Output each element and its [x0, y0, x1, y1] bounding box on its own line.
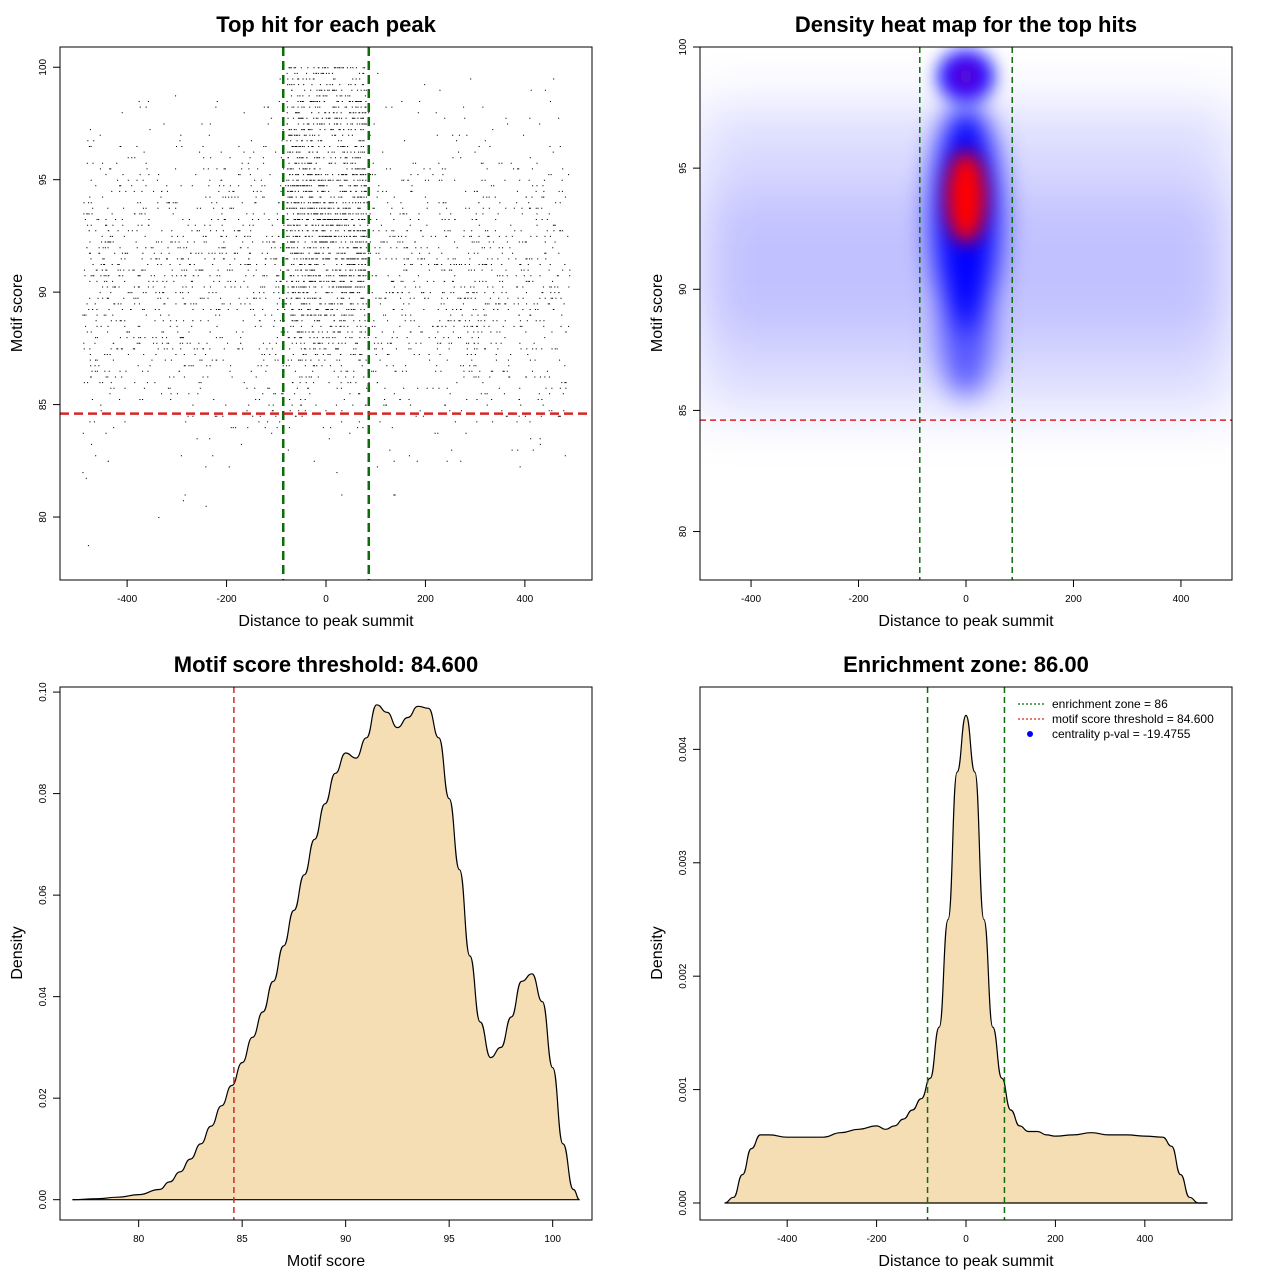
scatter-x-tick-label: -400 [117, 594, 137, 605]
distance-density-panel: Enrichment zone: 86.00 -400 -200 0 200 400 0.… [649, 652, 1233, 1270]
score-density-x-tick-label: 95 [444, 1234, 456, 1245]
distance-density-y-tick-label: 0.001 [678, 1077, 689, 1102]
score-density-title: Motif score threshold: 84.600 [174, 652, 478, 677]
heatmap-x-tick-label: 400 [1173, 594, 1190, 605]
heatmap-x-label: Distance to peak summit [878, 613, 1054, 630]
score-density-y-label: Density [9, 926, 26, 979]
distance-density-y-tick-label: 0.003 [678, 850, 689, 875]
scatter-reference-lines [60, 47, 592, 580]
scatter-y-label: Motif score [9, 274, 26, 352]
scatter-y-tick-label: 80 [38, 511, 49, 523]
legend: enrichment zone = 86 motif score thresho… [1018, 697, 1214, 741]
heatmap-hotspot [946, 151, 986, 244]
distance-density-x-tick-label: -400 [777, 1234, 797, 1245]
scatter-y-tick-label: 85 [38, 399, 49, 411]
heatmap-hotspot-core [946, 151, 986, 244]
heatmap-panel: Density heat map for the top hits -400 -2… [649, 12, 1233, 630]
distance-density-x-tick-label: 200 [1047, 1234, 1064, 1245]
score-density-y-tick-label: 0.06 [38, 885, 49, 905]
scatter-axes: -400 -200 0 200 400 80 85 90 95 100 [38, 58, 534, 605]
score-density-x-tick-label: 100 [544, 1234, 561, 1245]
score-density-curve [72, 704, 580, 1201]
heatmap-x-tick-label: 200 [1065, 594, 1082, 605]
distance-density-x-label: Distance to peak summit [878, 1253, 1054, 1270]
legend-label-centrality-pval: centrality p-val = -19.4755 [1052, 727, 1191, 741]
distance-density-fill [724, 715, 1208, 1203]
scatter-x-tick-label: 200 [417, 594, 434, 605]
score-density-y-tick-label: 0.10 [38, 682, 49, 702]
scatter-x-tick-label: 0 [323, 594, 329, 605]
distance-density-axes: -400 -200 0 200 400 0.000 0.001 0.002 0.003 0.004 [678, 736, 1154, 1245]
scatter-plot-frame [59, 46, 593, 581]
heatmap-y-tick-label: 80 [678, 526, 689, 538]
distance-density-x-tick-label: 400 [1136, 1234, 1153, 1245]
heatmap-y-tick-label: 95 [678, 162, 689, 174]
distance-density-x-tick-label: 0 [963, 1234, 969, 1245]
distance-density-y-label: Density [649, 926, 666, 979]
score-density-y-tick-label: 0.00 [38, 1190, 49, 1210]
heatmap-central-density [932, 104, 1000, 398]
heatmap-reference-lines [700, 47, 1232, 580]
legend-swatch-centrality-pval [1027, 731, 1033, 737]
score-density-axes: 80 85 90 95 100 0.00 0.02 0.04 0.06 0.08 0.10 [38, 682, 561, 1245]
scatter-x-label: Distance to peak summit [238, 613, 414, 630]
heatmap-y-label: Motif score [649, 274, 666, 352]
heatmap-density [700, 47, 1232, 580]
distance-density-x-tick-label: -200 [867, 1234, 887, 1245]
heatmap-central-blob [940, 277, 992, 398]
distance-density-area [724, 714, 1208, 1204]
score-density-x-tick-label: 85 [237, 1234, 249, 1245]
heatmap-hotspot [938, 50, 994, 103]
scatter-points [82, 67, 571, 547]
distance-density-y-tick-label: 0.004 [678, 736, 689, 761]
score-density-y-tick-label: 0.02 [38, 1088, 49, 1108]
scatter-y-tick-label: 100 [38, 58, 49, 75]
heatmap-x-tick-label: -400 [741, 594, 761, 605]
score-density-x-label: Motif score [287, 1253, 365, 1270]
score-density-y-tick-label: 0.04 [38, 986, 49, 1006]
heatmap-y-tick-label: 90 [678, 283, 689, 295]
heatmap-x-tick-label: 0 [963, 594, 969, 605]
scatter-title: Top hit for each peak [216, 12, 436, 37]
distance-density-y-tick-label: 0.000 [678, 1190, 689, 1215]
heatmap-axes: -400 -200 0 200 400 80 85 90 95 100 [678, 38, 1190, 605]
heatmap-title: Density heat map for the top hits [795, 12, 1137, 37]
heatmap-x-tick-label: -200 [849, 594, 869, 605]
scatter-y-tick-label: 90 [38, 286, 49, 298]
distance-density-curve [724, 714, 1208, 1204]
heatmap-hotspot-center [957, 66, 975, 87]
legend-label-motif-threshold: motif score threshold = 84.600 [1052, 712, 1214, 726]
distance-density-y-tick-label: 0.002 [678, 963, 689, 988]
distance-density-title: Enrichment zone: 86.00 [843, 652, 1089, 677]
scatter-y-tick-label: 95 [38, 174, 49, 186]
score-density-y-tick-label: 0.08 [38, 783, 49, 803]
score-density-area [72, 704, 580, 1201]
score-density-x-tick-label: 80 [133, 1234, 145, 1245]
scatter-panel: Top hit for each peak -400 -200 0 200 400 80 8… [9, 12, 593, 630]
heatmap-y-tick-label: 85 [678, 404, 689, 416]
heatmap-y-tick-label: 100 [678, 38, 689, 55]
scatter-point-cloud [82, 67, 571, 547]
score-density-panel: Motif score threshold: 84.600 80 85 90 95 10… [9, 652, 593, 1270]
legend-label-enrichment-zone: enrichment zone = 86 [1052, 697, 1168, 711]
distance-density-reference-lines [926, 687, 1006, 1220]
score-density-fill [72, 704, 580, 1200]
scatter-x-tick-label: -200 [217, 594, 237, 605]
scatter-x-tick-label: 400 [517, 594, 534, 605]
score-density-x-tick-label: 90 [340, 1234, 352, 1245]
